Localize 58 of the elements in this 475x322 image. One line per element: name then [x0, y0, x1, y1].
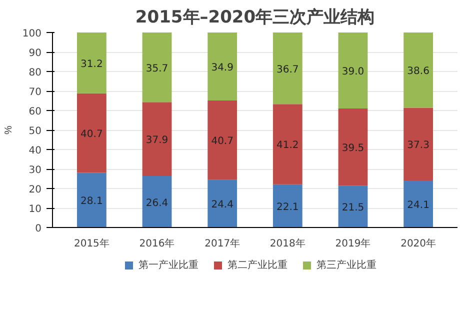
- bar: [208, 32, 238, 101]
- data-label: 39.5: [342, 143, 364, 154]
- bar: [208, 100, 238, 180]
- bar: [338, 108, 368, 186]
- y-axis-title: %: [3, 125, 14, 134]
- data-label: 22.1: [276, 202, 299, 213]
- bar: [208, 180, 238, 228]
- chart-title: 2015年–2020年三次产业结构: [135, 8, 375, 28]
- bar: [142, 102, 172, 176]
- data-label: 35.7: [146, 63, 168, 74]
- data-label: 39.0: [342, 66, 364, 78]
- bar: [338, 32, 368, 109]
- y-tick-label: 60: [28, 106, 42, 118]
- data-label: 24.1: [407, 200, 430, 212]
- y-tick-label: 80: [28, 68, 42, 78]
- data-label: 31.2: [80, 58, 103, 70]
- y-tick-label: 50: [28, 126, 42, 137]
- bar: [76, 32, 106, 94]
- data-label: 41.2: [276, 140, 299, 152]
- bar: [338, 186, 368, 228]
- data-label: 28.1: [80, 196, 103, 208]
- data-label: 37.3: [407, 140, 430, 152]
- x-tick-label: 2018年: [270, 238, 306, 250]
- data-label: 36.7: [276, 64, 299, 76]
- y-tick-label: 10: [28, 204, 42, 215]
- x-tick-label: 2020年: [400, 238, 436, 250]
- data-label: 40.7: [80, 129, 103, 140]
- x-tick-label: 2019年: [335, 238, 371, 250]
- y-tick-label: 20: [28, 184, 42, 196]
- bar: [272, 184, 302, 228]
- bar: [404, 32, 434, 108]
- data-label: 26.4: [146, 198, 168, 209]
- bar: [404, 180, 434, 228]
- data-label: 37.9: [146, 135, 168, 146]
- legend-label: 第三产业比重: [316, 258, 376, 272]
- bar: [272, 32, 302, 104]
- data-label: 21.5: [342, 202, 364, 214]
- x-tick-label: 2015年: [74, 238, 110, 250]
- data-label: 38.6: [407, 66, 430, 78]
- legend-label: 第一产业比重: [138, 258, 198, 272]
- bar: [272, 104, 302, 184]
- x-tick-label: 2016年: [139, 238, 175, 250]
- bar: [404, 108, 434, 181]
- y-tick-label: 70: [28, 87, 42, 98]
- data-label: 34.9: [211, 62, 234, 74]
- y-tick-label: 40: [28, 146, 42, 156]
- y-tick-label: 30: [28, 165, 42, 176]
- data-label: 40.7: [211, 136, 234, 148]
- data-label: 24.4: [211, 200, 234, 211]
- bar: [142, 176, 172, 228]
- bar: [76, 172, 106, 228]
- x-tick-label: 2017年: [204, 238, 240, 250]
- y-tick-label: 0: [35, 224, 42, 234]
- legend-label: 第二产业比重: [228, 258, 288, 272]
- bar: [142, 32, 172, 102]
- y-tick-label: 100: [22, 28, 42, 40]
- bar: [76, 93, 106, 173]
- y-tick-label: 90: [28, 48, 42, 59]
